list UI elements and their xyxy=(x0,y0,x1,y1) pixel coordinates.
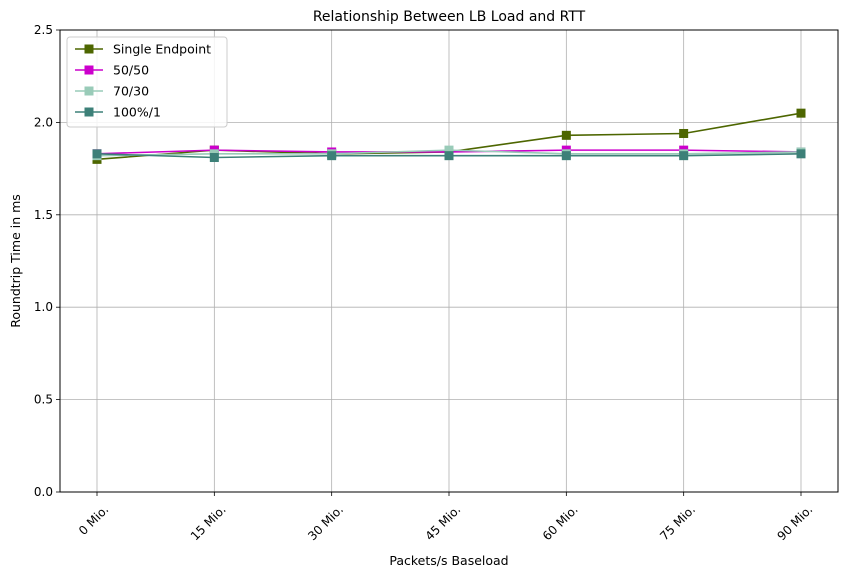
legend-label: 50/50 xyxy=(113,63,149,78)
legend-box xyxy=(66,36,228,128)
y-axis: 0.0 0.5 1.0 1.5 2.0 2.5 xyxy=(34,23,60,499)
legend-label: Single Endpoint xyxy=(113,42,211,57)
legend-item: 70/30 xyxy=(75,84,149,99)
data-point xyxy=(327,151,337,161)
y-tick-label: 0.0 xyxy=(34,485,53,499)
legend-label: 70/30 xyxy=(113,84,149,99)
chart-title: Relationship Between LB Load and RTT xyxy=(313,9,586,25)
y-tick-label: 1.0 xyxy=(34,300,53,314)
y-tick-label: 1.5 xyxy=(34,208,53,222)
x-axis: 0 Mio. 15 Mio. 30 Mio. 45 Mio. 60 Mio. 75 Mio… xyxy=(76,492,815,543)
data-point xyxy=(444,145,454,155)
x-tick-label: 15 Mio. xyxy=(188,502,229,543)
y-tick-label: 2.5 xyxy=(34,23,53,37)
legend-item: 50/50 xyxy=(75,63,149,78)
y-axis-label: Roundtrip Time in ms xyxy=(8,194,23,328)
y-tick-label: 2.0 xyxy=(34,115,53,129)
legend-marker xyxy=(84,44,94,54)
legend-item: Single Endpoint xyxy=(75,42,211,57)
legend-label: 100%/1 xyxy=(113,105,161,120)
legend-item: 100%/1 xyxy=(75,105,161,120)
legend: Single Endpoint 50/50 70/30 100%/1 xyxy=(66,36,228,128)
x-tick-label: 45 Mio. xyxy=(423,502,464,543)
x-tick-label: 60 Mio. xyxy=(540,502,581,543)
legend-marker xyxy=(84,86,94,96)
x-tick-label: 0 Mio. xyxy=(76,502,111,537)
y-tick-label: 0.5 xyxy=(34,393,53,407)
legend-marker xyxy=(84,107,94,117)
x-tick-label: 75 Mio. xyxy=(657,502,698,543)
data-point xyxy=(679,151,689,161)
x-tick-label: 30 Mio. xyxy=(305,502,346,543)
data-point xyxy=(796,149,806,159)
x-axis-label: Packets/s Baseload xyxy=(389,553,508,568)
data-point xyxy=(679,128,689,138)
data-point xyxy=(796,108,806,118)
data-point xyxy=(561,151,571,161)
legend-marker xyxy=(84,65,94,75)
x-tick-label: 90 Mio. xyxy=(775,502,816,543)
data-point xyxy=(209,153,219,163)
data-point xyxy=(444,151,454,161)
data-point xyxy=(92,149,102,159)
series-3 xyxy=(92,149,806,163)
data-point xyxy=(561,130,571,140)
series-layer xyxy=(92,108,806,164)
